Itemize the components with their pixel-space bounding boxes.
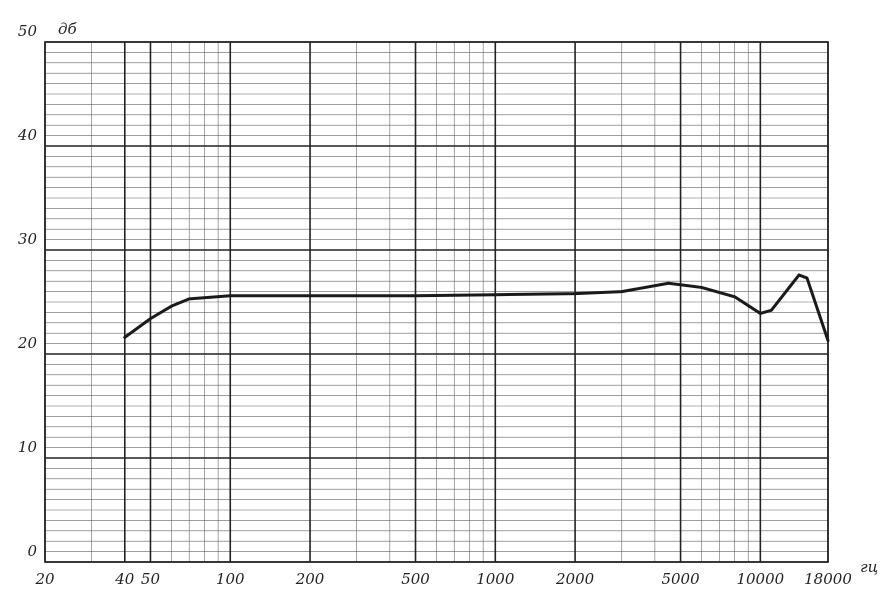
- x-tick-label: 10000: [736, 570, 784, 588]
- x-tick-label: 20: [34, 570, 55, 588]
- x-tick-label: 40: [114, 570, 135, 588]
- plot-frame: [44, 41, 829, 563]
- y-tick-label: 40: [17, 126, 38, 144]
- y-axis-label: дб: [58, 20, 78, 38]
- x-tick-label: 200: [295, 570, 325, 588]
- x-tick-label: 1000: [476, 570, 515, 588]
- x-tick-label: 5000: [661, 570, 700, 588]
- y-tick-label: 50: [18, 22, 38, 40]
- x-tick-label: 50: [141, 570, 161, 588]
- response-curve: [123, 273, 830, 342]
- x-tick-label: 500: [401, 570, 430, 588]
- y-tick-label: 20: [17, 334, 38, 352]
- y-tick-label: 0: [27, 542, 37, 560]
- y-tick-label: 30: [18, 230, 38, 248]
- x-tick-label: 18000: [804, 570, 852, 588]
- y-tick-label: 10: [18, 438, 38, 456]
- x-tick-label: 100: [216, 570, 245, 588]
- x-tick-label: 2000: [555, 570, 595, 588]
- x-axis-label: гц: [860, 558, 878, 576]
